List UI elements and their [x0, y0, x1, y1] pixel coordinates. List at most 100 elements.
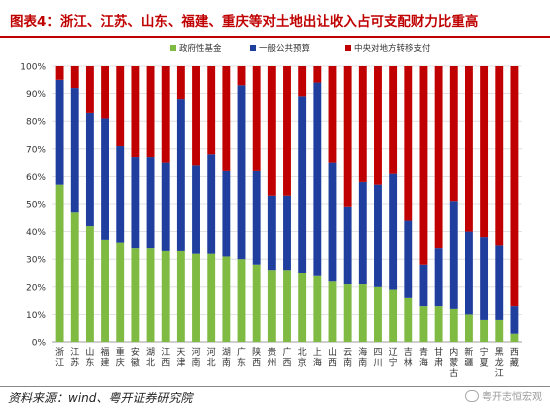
chart-title: 图表4：浙江、江苏、山东、福建、重庆等对土地出让收入占可支配财力比重高 [10, 14, 479, 30]
watermark-text: 粤开志恒宏观 [482, 392, 542, 403]
bar-segment [131, 157, 140, 249]
x-tick-label: 吉 [404, 347, 413, 358]
x-tick-label: 云 [343, 348, 352, 358]
bar-segment [328, 66, 337, 163]
bar-segment [419, 306, 428, 342]
bar-segment [510, 333, 519, 342]
bar-segment [374, 66, 382, 185]
bar-segment [237, 85, 246, 260]
bar-segment [389, 289, 398, 342]
bar-segment [358, 66, 367, 182]
bar-segment [495, 66, 504, 246]
bar-segment [328, 281, 337, 342]
x-tick-label: 西 [282, 358, 291, 369]
x-tick-label: 广 [282, 346, 291, 358]
bar-segment [283, 195, 291, 271]
x-tick-label: 宁 [389, 357, 398, 369]
x-tick-label: 西 [328, 358, 337, 369]
bar-segment [207, 154, 216, 254]
x-tick-label: 古 [449, 367, 458, 379]
y-tick-label: 10% [26, 311, 46, 321]
bar-segment [70, 66, 79, 89]
y-tick-label: 60% [26, 173, 46, 183]
x-tick-label: 西 [252, 358, 261, 369]
bar-segment [464, 66, 473, 232]
x-tick-label: 东 [85, 357, 94, 369]
y-tick-label: 20% [26, 283, 46, 293]
y-tick-label: 70% [26, 145, 46, 155]
stacked-bar-chart: 政府性基金 一般公共预算 中央对地方转移支付 0% 10% 20% 30% 40% 50% 60%… [20, 43, 522, 379]
x-tick-label: 津 [176, 358, 185, 369]
y-tick-label: 80% [26, 118, 46, 128]
x-tick-label: 海 [313, 357, 322, 369]
bar-segment [495, 319, 504, 342]
bar-segment [298, 273, 307, 342]
bar-segment [176, 66, 185, 100]
x-tick-label: 东 [237, 357, 246, 369]
footer-divider [0, 386, 550, 387]
x-tick-label: 福 [101, 346, 110, 358]
x-tick-label: 四 [373, 348, 382, 358]
x-tick-label: 龙 [495, 357, 504, 369]
x-tick-label: 浙 [55, 346, 64, 358]
bar-segment [267, 66, 276, 196]
x-tick-label: 山 [85, 347, 94, 358]
y-tick-label: 100% [20, 63, 46, 73]
bar-segment [207, 253, 216, 342]
x-tick-label: 南 [222, 357, 231, 369]
bar-segment [313, 66, 322, 83]
bar-segment [101, 66, 110, 119]
x-tick-label: 河 [207, 346, 216, 358]
title-bar: 图表4：浙江、江苏、山东、福建、重庆等对土地出让收入占可支配财力比重高 [0, 0, 550, 38]
x-tick-label: 建 [101, 357, 110, 369]
x-tick-label: 西 [510, 347, 519, 358]
bar-segment [374, 286, 382, 342]
x-tick-label: 江 [161, 347, 170, 358]
bar-segment [449, 308, 458, 342]
bar-segment [222, 256, 231, 342]
bar-segment [161, 250, 170, 342]
x-tick-label: 海 [358, 346, 367, 358]
bar-segment [389, 173, 398, 290]
bar-segment [510, 66, 519, 307]
bar-segment [207, 66, 216, 155]
bar-segment [298, 66, 307, 97]
bar-segment [464, 231, 473, 315]
bar-segment [449, 201, 458, 309]
x-tick-label: 江 [55, 358, 64, 369]
bar-segment [146, 248, 155, 342]
bar-segment [131, 66, 140, 158]
bar-segment [146, 66, 155, 158]
bar-segment [161, 66, 170, 163]
x-tick-label: 西 [161, 358, 170, 369]
bar-segment [146, 157, 155, 249]
bar-segment [313, 82, 322, 276]
bar-segment [419, 66, 428, 265]
x-tick-label: 安 [131, 346, 140, 358]
y-tick-label: 0% [32, 339, 47, 349]
bar-segment [101, 239, 110, 342]
x-tick-label: 重 [116, 346, 125, 358]
bar-segment [192, 66, 200, 166]
bar-segment [222, 66, 231, 171]
x-tick-label: 山 [328, 347, 337, 358]
bar-segment [419, 264, 428, 307]
wechat-icon [465, 389, 479, 402]
x-tick-label: 青 [419, 346, 428, 358]
bar-segment [267, 195, 276, 271]
bar-segment [55, 66, 64, 80]
bar-segment [464, 314, 473, 342]
bar-segment [358, 181, 367, 285]
bar-segment [70, 88, 79, 213]
x-tick-label: 京 [298, 357, 307, 369]
x-tick-label: 湖 [222, 347, 231, 358]
x-tick-label: 江 [70, 347, 79, 358]
x-tick-label: 江 [495, 368, 504, 379]
bar-segment [176, 250, 185, 342]
bar-segment [404, 66, 413, 221]
bar-segment [434, 306, 443, 342]
bar-segment [85, 226, 94, 342]
x-tick-label: 内 [449, 346, 458, 358]
bar-segment [313, 275, 322, 342]
x-tick-label: 疆 [464, 358, 473, 369]
